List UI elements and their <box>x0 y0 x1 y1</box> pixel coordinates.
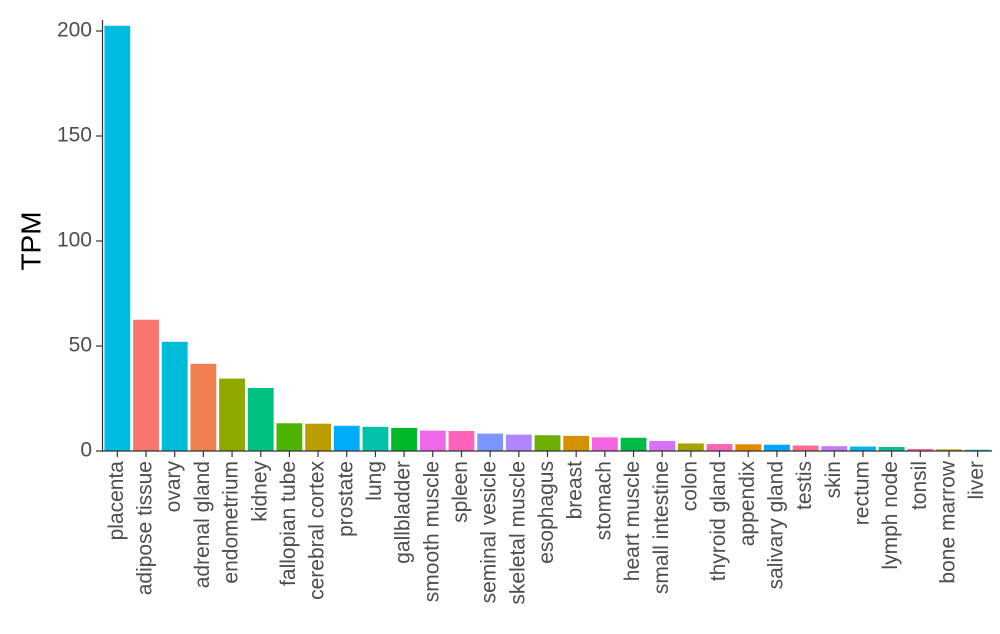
bar-testis <box>792 445 819 451</box>
y-tick-label: 200 <box>57 19 92 42</box>
x-tick-label: breast <box>564 461 587 520</box>
bar-bone-marrow <box>936 449 962 451</box>
bar-stomach <box>591 437 618 451</box>
x-tick-label: placenta <box>105 461 128 541</box>
bar-rectum <box>850 446 876 451</box>
x-tick-label: liver <box>965 461 988 500</box>
bar-esophagus <box>534 435 561 451</box>
y-tick-label: 100 <box>57 229 92 252</box>
x-tick-label: kidney <box>248 461 271 522</box>
x-tick-label: seminal vesicle <box>478 461 501 603</box>
bar-lung <box>362 426 389 451</box>
x-tick-label: spleen <box>449 461 472 523</box>
bar-ovary <box>161 341 188 451</box>
x-tick-label: prostate <box>334 461 357 537</box>
x-axis: placenta adipose tissue ovary adrenal gland… <box>102 450 992 605</box>
x-tick-label: smooth muscle <box>420 461 443 602</box>
x-tick-label: colon <box>678 461 701 511</box>
x-tick-label: ovary <box>162 461 185 513</box>
bar-thyroid-gland <box>706 444 733 451</box>
x-tick-label: thyroid gland <box>707 461 730 581</box>
y-tick-label: 50 <box>69 334 92 357</box>
x-tick-label: adipose tissue <box>134 461 157 595</box>
x-tick-label: fallopian tube <box>277 461 300 586</box>
x-tick-label: bone marrow <box>937 460 960 583</box>
bars-group <box>104 25 991 451</box>
bar-smooth-muscle <box>419 430 446 451</box>
bar-appendix <box>735 444 762 451</box>
x-tick-label: endometrium <box>220 461 243 584</box>
bar-endometrium <box>219 378 245 451</box>
bar-fallopian-tube <box>276 423 303 451</box>
x-tick-label: cerebral cortex <box>306 461 329 600</box>
bar-small-intestine <box>649 440 676 451</box>
x-tick-label: stomach <box>592 461 615 540</box>
x-tick-label: skin <box>822 461 845 498</box>
y-tick-label: 0 <box>80 439 92 462</box>
x-tick-label: lung <box>363 461 386 501</box>
x-tick-label: testis <box>793 461 816 510</box>
bar-tonsil <box>907 448 934 451</box>
bar-kidney <box>247 388 274 451</box>
bar-liver <box>964 449 991 451</box>
bar-seminal-vesicle <box>477 433 504 451</box>
bar-spleen <box>448 431 475 451</box>
bar-prostate <box>333 425 360 451</box>
bar-skin <box>821 446 848 451</box>
bar-gallbladder <box>391 427 418 451</box>
x-tick-label: tonsil <box>908 461 931 510</box>
bar-heart-muscle <box>620 437 647 451</box>
x-tick-label: skeletal muscle <box>506 461 529 605</box>
bar-skeletal-muscle <box>505 434 532 451</box>
bar-breast <box>563 435 590 451</box>
x-tick-label: heart muscle <box>621 461 644 581</box>
x-tick-label: adrenal gland <box>191 461 214 588</box>
bar-adrenal-gland <box>190 363 217 451</box>
x-tick-label: rectum <box>850 461 873 525</box>
bar-salivary-gland <box>764 444 790 451</box>
x-tick-label: small intestine <box>650 461 673 594</box>
x-tick-label: lymph node <box>879 461 902 570</box>
x-tick-label: gallbladder <box>392 461 415 564</box>
bar-colon <box>677 443 704 451</box>
x-tick-label: salivary gland <box>764 461 787 589</box>
bar-lymph-node <box>878 447 905 451</box>
bar-placenta <box>104 25 131 451</box>
bar-cerebral-cortex <box>305 423 331 451</box>
y-tick-label: 150 <box>57 124 92 147</box>
y-axis: 0 50 100 150 200 <box>57 19 104 462</box>
x-tick-label: esophagus <box>535 461 558 564</box>
x-tick-label: appendix <box>736 461 759 547</box>
y-axis-title: TPM <box>15 211 46 270</box>
bar-adipose-tissue <box>133 319 159 451</box>
